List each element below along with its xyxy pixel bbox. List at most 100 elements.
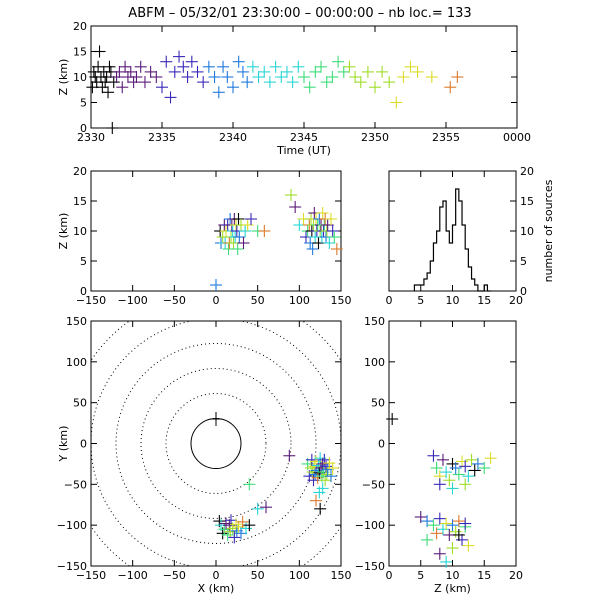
data-point bbox=[144, 65, 157, 78]
data-point bbox=[390, 96, 403, 109]
data-point bbox=[325, 470, 337, 483]
data-point bbox=[325, 213, 337, 225]
data-point bbox=[236, 65, 249, 78]
data-point bbox=[376, 65, 389, 78]
data-point bbox=[236, 515, 249, 528]
x-tick-label: 150 bbox=[331, 569, 352, 582]
y-tick-label: 20 bbox=[73, 20, 87, 33]
x-tick-label: 0000 bbox=[503, 131, 531, 144]
data-point bbox=[124, 65, 137, 78]
data-point bbox=[173, 50, 186, 63]
data-point bbox=[289, 201, 302, 213]
data-point bbox=[440, 555, 453, 568]
data-point bbox=[217, 60, 230, 73]
x-axis-label: Z (km) bbox=[434, 582, 471, 595]
data-point bbox=[208, 71, 221, 83]
data-point bbox=[210, 279, 222, 291]
data-point bbox=[462, 470, 475, 483]
data-point bbox=[326, 225, 339, 237]
data-point bbox=[427, 519, 440, 532]
data-point bbox=[212, 86, 225, 99]
data-point bbox=[421, 515, 434, 528]
data-point bbox=[177, 60, 190, 73]
data-point bbox=[230, 518, 242, 531]
data-point bbox=[246, 60, 259, 73]
time-height-panel: 2330 2335 2340 2345 2350 2355 000005101520Time… bbox=[57, 20, 531, 157]
data-point bbox=[243, 519, 256, 532]
data-point bbox=[425, 71, 438, 83]
data-point bbox=[197, 76, 210, 89]
data-point bbox=[314, 502, 327, 515]
data-point bbox=[245, 213, 257, 225]
data-point bbox=[312, 237, 325, 249]
plan-view-panel: −150 −100 −50 0 50 100 150 −150 −100 −50 0 50 100 150… bbox=[57, 315, 352, 595]
data-point bbox=[451, 71, 464, 83]
y-tick-label: 10 bbox=[73, 71, 87, 84]
y-tick-label: −100 bbox=[57, 519, 87, 532]
data-point bbox=[310, 494, 322, 507]
data-point bbox=[160, 55, 173, 68]
x-axis-label: Time (UT) bbox=[276, 144, 331, 157]
range-rings bbox=[91, 321, 341, 566]
data-point bbox=[386, 413, 399, 425]
histogram-step bbox=[413, 188, 491, 292]
data-point bbox=[232, 213, 245, 225]
y-axis-label: number of sources bbox=[542, 179, 555, 282]
data-point bbox=[164, 91, 177, 104]
x-tick-label: 0 bbox=[213, 569, 220, 582]
x-tick-label: 2335 bbox=[148, 131, 176, 144]
data-point bbox=[221, 71, 234, 83]
y-tick-label: 50 bbox=[73, 397, 87, 410]
data-point bbox=[404, 60, 417, 73]
data-point bbox=[316, 482, 329, 495]
data-point bbox=[456, 533, 469, 546]
x-tick-label: 10 bbox=[446, 294, 460, 307]
data-point bbox=[280, 65, 293, 78]
plot-frame bbox=[90, 320, 342, 567]
data-point bbox=[185, 55, 198, 68]
data-point bbox=[320, 76, 333, 89]
data-point bbox=[321, 219, 334, 231]
data-point bbox=[138, 76, 151, 89]
y-tick-label: −50 bbox=[64, 478, 87, 491]
y-tick-label: 5 bbox=[80, 97, 87, 110]
data-point bbox=[303, 81, 316, 94]
data-point bbox=[452, 528, 465, 541]
data-point bbox=[343, 60, 356, 73]
x-tick-label: 0 bbox=[386, 294, 393, 307]
data-point bbox=[427, 449, 440, 462]
y-tick-label: 5 bbox=[80, 255, 87, 268]
range-ring bbox=[91, 321, 341, 566]
range-ring bbox=[165, 393, 267, 494]
data-point bbox=[315, 60, 328, 73]
x-tick-label: 2340 bbox=[219, 131, 247, 144]
y-tick-label: 20 bbox=[520, 165, 534, 178]
data-point bbox=[459, 460, 472, 473]
y-tick-label: 150 bbox=[66, 315, 87, 328]
y-tick-label: 0 bbox=[80, 285, 87, 298]
y-tick-label: 100 bbox=[364, 356, 385, 369]
x-tick-label: 0 bbox=[213, 294, 220, 307]
data-point bbox=[430, 462, 443, 474]
data-point bbox=[440, 466, 453, 479]
data-point bbox=[269, 60, 282, 73]
x-tick-label: 50 bbox=[251, 294, 265, 307]
data-point bbox=[130, 71, 143, 83]
y-tick-label: 150 bbox=[364, 315, 385, 328]
y-tick-label: 5 bbox=[520, 255, 527, 268]
data-point bbox=[320, 460, 332, 473]
range-ring bbox=[115, 343, 317, 544]
data-point bbox=[102, 86, 115, 99]
x-tick-label: 50 bbox=[251, 569, 265, 582]
x-tick-label: 100 bbox=[289, 569, 310, 582]
data-point bbox=[292, 60, 305, 73]
data-point bbox=[240, 522, 252, 535]
data-point bbox=[436, 453, 449, 466]
data-point bbox=[92, 60, 105, 73]
data-point bbox=[231, 243, 244, 255]
data-point bbox=[119, 60, 132, 73]
data-point bbox=[328, 231, 341, 243]
y-tick-label: 100 bbox=[66, 356, 87, 369]
x-tick-label: −50 bbox=[163, 294, 186, 307]
data-point bbox=[227, 81, 239, 94]
